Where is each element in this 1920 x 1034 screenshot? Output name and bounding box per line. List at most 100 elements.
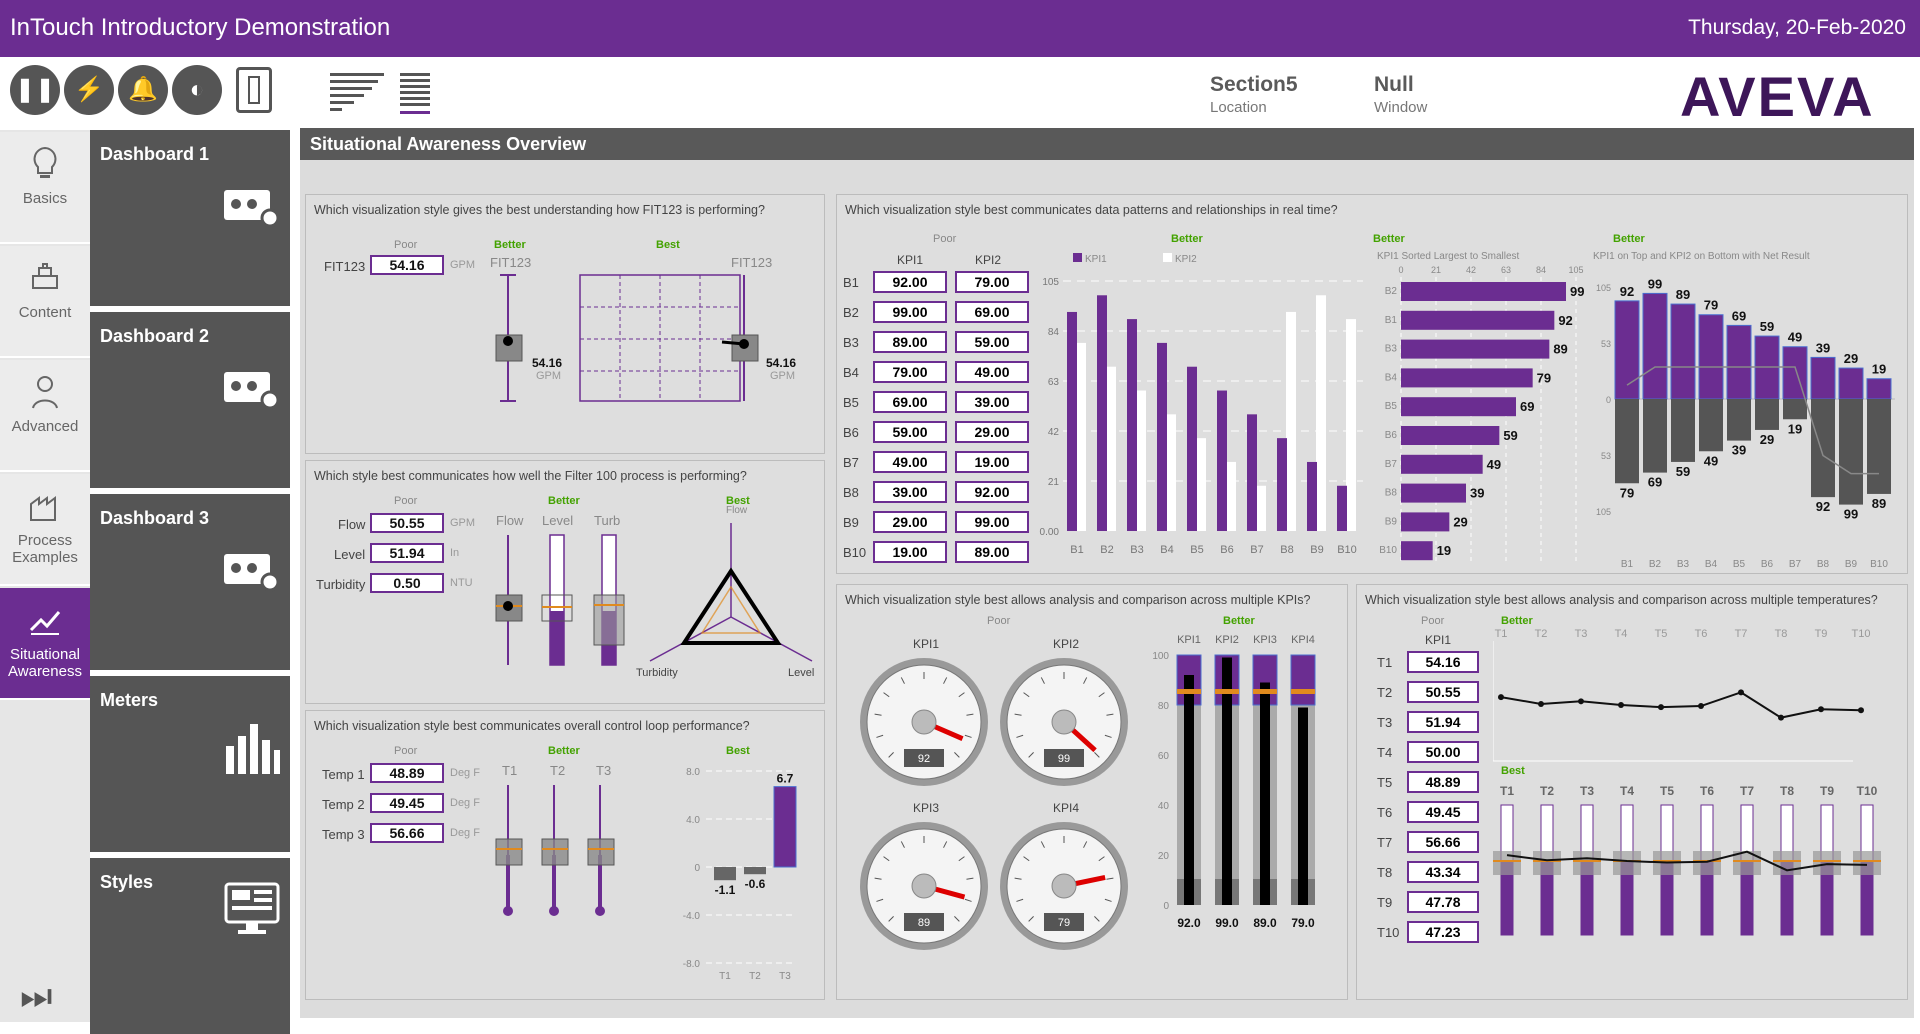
kpi2-cell: 29.00 <box>955 421 1029 443</box>
aveva-logo: AVEVA <box>1680 65 1875 128</box>
bar-value-label: 49 <box>1487 457 1501 472</box>
x-tick-label: B4 <box>1705 559 1718 570</box>
y-tick-label: 84 <box>1048 327 1060 338</box>
rating-poor: Poor <box>1421 615 1445 627</box>
y-tick-label: 60 <box>1158 751 1170 762</box>
bar-value-label: 99.0 <box>1215 916 1239 930</box>
temp1-value: 48.89 <box>370 763 444 783</box>
kpi2-cell: 69.00 <box>955 301 1029 323</box>
temp-point <box>1498 694 1504 701</box>
trend-icon <box>29 611 61 635</box>
kpi2-cell: 99.00 <box>955 511 1029 533</box>
toolbar: ❚❚ ⚡ 🔔 ◐ Section5 Location Null Window <box>0 57 1920 128</box>
kpi1-net-bar <box>1614 300 1640 400</box>
y-tick-label: B7 <box>1385 459 1398 470</box>
dashboard-3-card[interactable]: Dashboard 3 <box>90 494 290 670</box>
temp-value-cell: 43.34 <box>1407 861 1479 883</box>
gauge-tick <box>1104 898 1112 902</box>
nav-situational-awareness[interactable]: Situational Awareness <box>0 588 90 700</box>
x-tick-label: T9 <box>1820 784 1834 798</box>
y-tick-label: 0 <box>694 863 700 874</box>
nav-content-label: Content <box>18 304 72 321</box>
gauge-tick <box>954 916 960 922</box>
flow-label: Flow <box>338 517 366 532</box>
bell-icon[interactable]: 🔔 <box>118 65 168 115</box>
nav-situational-label: Situational Awareness <box>8 646 82 680</box>
kpi1-bar <box>1097 295 1107 531</box>
nav-basics[interactable]: Basics <box>0 132 90 244</box>
dashboard-1-card[interactable]: Dashboard 1 <box>90 130 290 306</box>
gauge-tick <box>883 856 890 862</box>
list-icon[interactable] <box>400 71 432 115</box>
window-value: Null <box>1374 73 1414 96</box>
kpi1-cell: 19.00 <box>873 541 947 563</box>
temp-gauge-fill <box>1621 861 1633 935</box>
kpi1-value-label: 49 <box>1788 330 1802 345</box>
kpi2-value-label: 19 <box>1788 421 1802 436</box>
x-tick-label: T2 <box>1535 628 1548 640</box>
panel-question: Which style best communicates how well t… <box>314 469 747 483</box>
gauge-tick <box>1040 677 1045 684</box>
fit123-better-title: FIT123 <box>490 255 532 270</box>
temp-row-label: T7 <box>1377 835 1393 850</box>
gauge-tick <box>1016 898 1024 902</box>
contrast-icon[interactable]: ◐ <box>172 65 222 115</box>
nav-advanced-label: Advanced <box>11 418 79 435</box>
kpi-row-label: B1 <box>843 275 859 290</box>
radar-flow-label: Flow <box>726 505 748 516</box>
x-tick-label: T9 <box>1815 628 1828 640</box>
rating-best: Best <box>656 239 680 251</box>
nav-content[interactable]: Content <box>0 246 90 358</box>
temp-point <box>1738 689 1744 696</box>
gauge-name: KPI4 <box>1052 801 1079 815</box>
svg-text:54.16: 54.16 <box>532 356 562 370</box>
dashboard-settings-icon <box>224 372 280 410</box>
sorted-bar <box>1401 512 1450 532</box>
rating-poor: Poor <box>933 233 957 245</box>
kpi1-cell: 89.00 <box>873 331 947 353</box>
x-tick-label: T1 <box>1500 784 1514 798</box>
styles-card[interactable]: Styles <box>90 858 290 1034</box>
gauge-tick <box>1028 916 1034 922</box>
location-label: Location <box>1210 99 1267 116</box>
meters-card[interactable]: Meters <box>90 676 290 852</box>
dashboard-2-card[interactable]: Dashboard 2 <box>90 312 290 488</box>
lightning-icon[interactable]: ⚡ <box>64 65 114 115</box>
temp-gauge-fill <box>1781 861 1793 935</box>
kpi2-value-label: 99 <box>1844 507 1858 522</box>
temp-point <box>1618 702 1624 708</box>
kpi-row-label: B2 <box>843 305 859 320</box>
fit123-gauges: 54.16 GPM 54.16 GPM <box>495 274 796 402</box>
gauge-value: 99 <box>1058 753 1070 765</box>
sorted-bar <box>1401 397 1516 417</box>
bar-value-label: 69 <box>1520 399 1534 414</box>
temp-value-cell: 49.45 <box>1407 801 1479 823</box>
level-unit: In <box>450 547 460 559</box>
pause-icon[interactable]: ❚❚ <box>10 65 60 115</box>
gauge-name: KPI3 <box>912 801 939 815</box>
nav-advanced[interactable]: Advanced <box>0 360 90 472</box>
gauge-hub <box>911 709 937 735</box>
switch-icon[interactable] <box>236 67 272 113</box>
temp-point <box>1858 707 1864 714</box>
bar-setpoint <box>1177 689 1201 694</box>
temp1-unit: Deg F <box>450 767 480 779</box>
skip-forward-icon[interactable]: ⏭ <box>20 975 53 1016</box>
svg-text:GPM: GPM <box>770 370 795 382</box>
kpi-net-bar-chart: 105 53 0 53 105 92 79 B1 99 69 B2 89 59 B3 79 49 B4 69 39 B… <box>1596 276 1895 570</box>
kpi1-value-label: 89 <box>1676 287 1690 302</box>
sorted-bar <box>1401 426 1500 445</box>
chart-icon[interactable] <box>330 71 384 115</box>
temp-point <box>1818 706 1824 713</box>
flow-value: 50.55 <box>370 513 444 533</box>
gauge-tick <box>883 692 890 698</box>
x-tick-label: B7 <box>1789 559 1802 570</box>
rating-better: Better <box>548 495 580 507</box>
nav-process-examples[interactable]: Process Examples <box>0 474 90 586</box>
temp1-label: Temp 1 <box>322 767 365 782</box>
kpi1-value-label: 99 <box>1648 276 1662 291</box>
bar-value-label: 19 <box>1437 543 1451 558</box>
kpi1-net-bar <box>1866 378 1892 400</box>
x-tick-label: T10 <box>1857 784 1878 798</box>
temp-value-cell: 50.55 <box>1407 681 1479 703</box>
